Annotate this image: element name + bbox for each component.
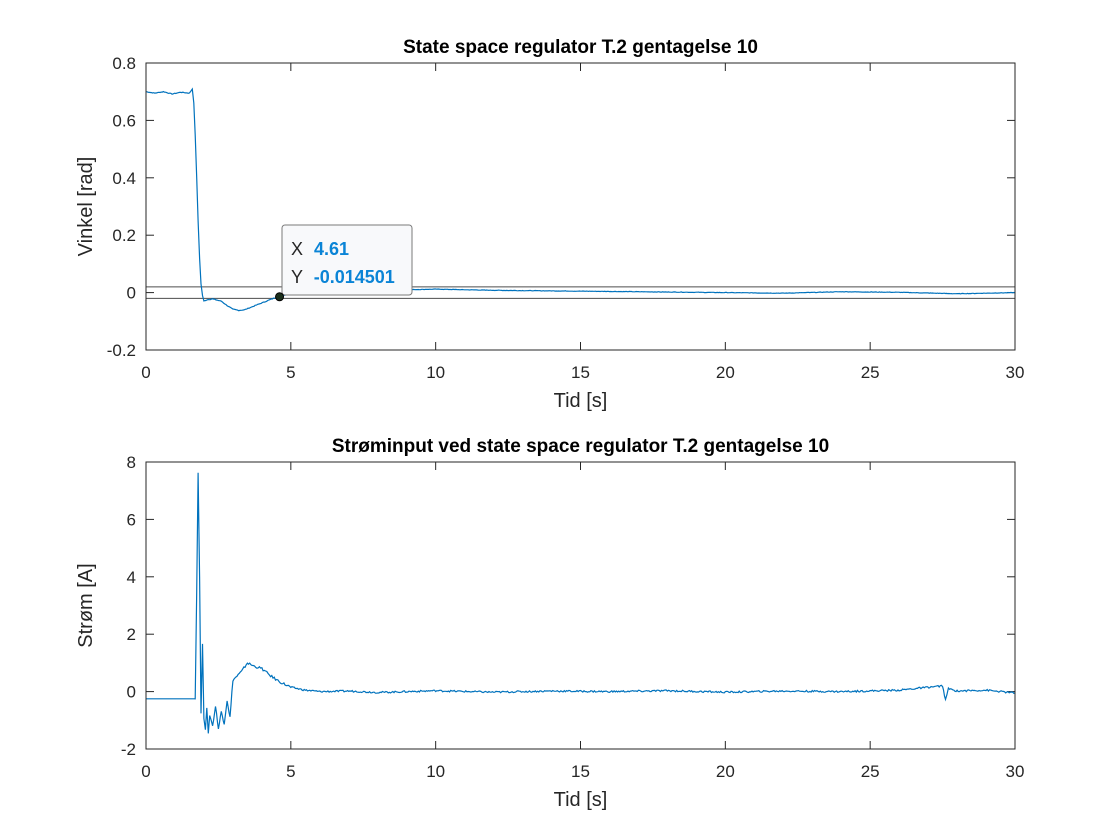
current-y-tick-label: 4 [127,568,136,587]
angle-y-tick-label: 0.2 [112,226,136,245]
current-plot-box [145,461,1016,750]
datatip-y-value: -0.014501 [314,267,395,287]
angle-plot-title: State space regulator T.2 gentagelse 10 [403,37,758,58]
datatip-x-value: 4.61 [314,239,349,259]
datatip-marker[interactable] [275,292,285,302]
angle-y-tick-label: 0.8 [112,54,136,73]
current-x-axis-label: Tid [s] [554,789,608,811]
current-y-tick-label: 6 [127,510,136,529]
current-x-tick-label: 15 [571,762,590,781]
current-x-tick-label: 30 [1006,762,1025,781]
angle-y-tick-label: 0 [127,284,136,303]
current-x-tick-label: 25 [861,762,880,781]
angle-subplot: State space regulator T.2 gentagelse 10 … [75,37,1024,412]
current-subplot: Strøminput ved state space regulator T.2… [75,436,1024,811]
angle-x-tick-label: 5 [286,363,295,382]
current-y-axis-label: Strøm [A] [75,563,97,647]
angle-series-line [145,87,1016,312]
angle-x-tick-label: 10 [426,363,445,382]
angle-x-tick-label: 0 [141,363,150,382]
angle-y-tick-label: -0.2 [107,341,136,360]
datatip-y-row: Y -0.014501 [291,267,395,287]
angle-x-tick-label: 15 [571,363,590,382]
current-y-tick-label: 8 [127,453,136,472]
current-y-tick-label: 0 [127,683,136,702]
angle-plot-box [145,62,1016,351]
angle-y-axis-label: Vinkel [rad] [75,157,97,257]
datatip-x-label: X [291,239,303,259]
current-x-tick-label: 20 [716,762,735,781]
datatip-y-label: Y [291,267,303,287]
angle-axis-ticks: 0 5 10 15 20 25 30 -0.2 0 0.2 0.4 0.6 0.8 [107,54,1025,382]
current-y-tick-label: 2 [127,625,136,644]
current-axis-ticks: 0 5 10 15 20 25 30 -2 0 2 4 6 8 [121,453,1025,781]
current-y-tick-label: -2 [121,740,136,759]
datatip-x-row: X 4.61 [291,239,349,259]
angle-y-tick-label: 0.6 [112,111,136,130]
angle-y-tick-label: 0.4 [112,169,136,188]
angle-x-tick-label: 20 [716,363,735,382]
current-x-tick-label: 10 [426,762,445,781]
angle-x-axis-label: Tid [s] [554,390,608,412]
current-series-line [146,472,1016,734]
current-x-tick-label: 0 [141,762,150,781]
current-plot-title: Strøminput ved state space regulator T.2… [332,436,829,457]
datatip[interactable]: X 4.61 Y -0.014501 [275,224,413,302]
angle-x-tick-label: 25 [861,363,880,382]
datatip-box [281,224,413,296]
current-x-tick-label: 5 [286,762,295,781]
angle-x-tick-label: 30 [1006,363,1025,382]
